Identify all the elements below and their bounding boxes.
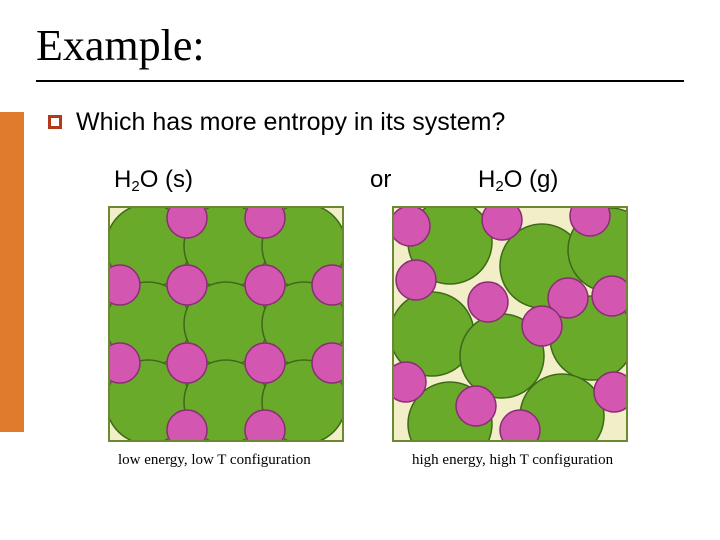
diagram-high-entropy xyxy=(392,206,628,442)
title-underline xyxy=(36,80,684,82)
bullet-text: Which has more entropy in its system? xyxy=(76,108,505,137)
label-or: or xyxy=(370,166,391,194)
label-h2o-gas: H2O (g) xyxy=(478,166,558,195)
label-h2o-solid: H2O (s) xyxy=(114,166,193,195)
diagram-low-entropy xyxy=(108,206,344,442)
bullet-row: Which has more entropy in its system? xyxy=(48,108,505,137)
slide-title: Example: xyxy=(36,20,205,71)
caption-right: high energy, high T configuration xyxy=(412,452,613,469)
accent-bar xyxy=(0,112,24,432)
bullet-icon xyxy=(48,115,62,129)
caption-left: low energy, low T configuration xyxy=(118,452,311,469)
